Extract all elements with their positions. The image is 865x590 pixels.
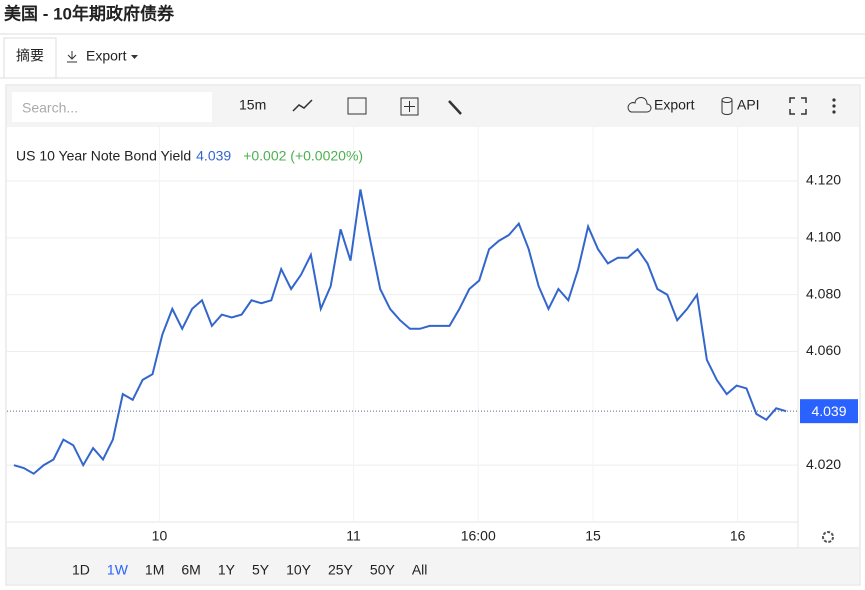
page-title: 美国 - 10年期政府债券 <box>4 3 175 23</box>
x-tick-label: 10 <box>152 528 168 544</box>
range-button[interactable]: 1D <box>72 562 90 578</box>
chart-panel <box>5 84 861 586</box>
y-tick-label: 4.020 <box>806 456 841 472</box>
calendar-icon[interactable] <box>347 97 367 115</box>
y-tick-label: 4.080 <box>806 285 841 301</box>
range-button[interactable]: 25Y <box>328 562 354 578</box>
range-button[interactable]: All <box>412 562 428 578</box>
range-button[interactable]: 5Y <box>252 562 270 578</box>
range-button[interactable]: 1Y <box>218 562 236 578</box>
add-icon[interactable] <box>400 97 419 116</box>
y-tick-label: 4.100 <box>806 229 841 245</box>
range-bar <box>7 549 859 584</box>
tab-summary[interactable] <box>3 37 57 79</box>
legend-price: 4.039 <box>196 148 231 164</box>
fullscreen-icon[interactable] <box>789 97 807 115</box>
add-icon-plus <box>404 101 415 112</box>
interval[interactable]: 15m <box>239 97 266 113</box>
menu-dot <box>832 110 836 114</box>
x-tick-label: 16 <box>730 528 746 544</box>
tab-label[interactable]: 摘要 <box>16 48 44 64</box>
wrench-icon[interactable] <box>448 100 462 115</box>
range-button[interactable]: 50Y <box>370 562 396 578</box>
y-tick-label: 4.060 <box>806 342 841 358</box>
legend-change: +0.002 (+0.0020%) <box>243 148 363 164</box>
settings-icon[interactable] <box>822 531 834 543</box>
tab-label[interactable]: Export <box>86 48 127 64</box>
last-price-label: 4.039 <box>811 403 846 419</box>
y-tick-label: 4.120 <box>806 172 841 188</box>
legend-title: US 10 Year Note Bond Yield <box>16 148 191 164</box>
price-line <box>13 189 787 475</box>
caret <box>131 55 138 59</box>
range-button[interactable]: 1W <box>107 562 129 578</box>
range-button[interactable]: 1M <box>145 562 164 578</box>
range-button[interactable]: 10Y <box>286 562 312 578</box>
cloud-icon <box>627 97 652 113</box>
menu-dot[interactable] <box>832 98 836 102</box>
db-icon <box>721 100 733 115</box>
x-tick-label: 15 <box>585 528 601 544</box>
line-icon[interactable] <box>292 99 313 112</box>
menu-dot <box>832 104 836 108</box>
x-tick-label: 11 <box>346 528 361 544</box>
toolbar-export[interactable]: Export <box>654 97 695 113</box>
export-icon <box>67 51 77 63</box>
last-price-box <box>800 399 858 424</box>
toolbar-api[interactable]: API <box>737 97 760 113</box>
x-tick-label: 16:00 <box>461 528 496 544</box>
search-placeholder[interactable]: Search... <box>22 100 78 116</box>
range-button[interactable]: 6M <box>181 562 200 578</box>
search-box[interactable] <box>12 92 212 122</box>
